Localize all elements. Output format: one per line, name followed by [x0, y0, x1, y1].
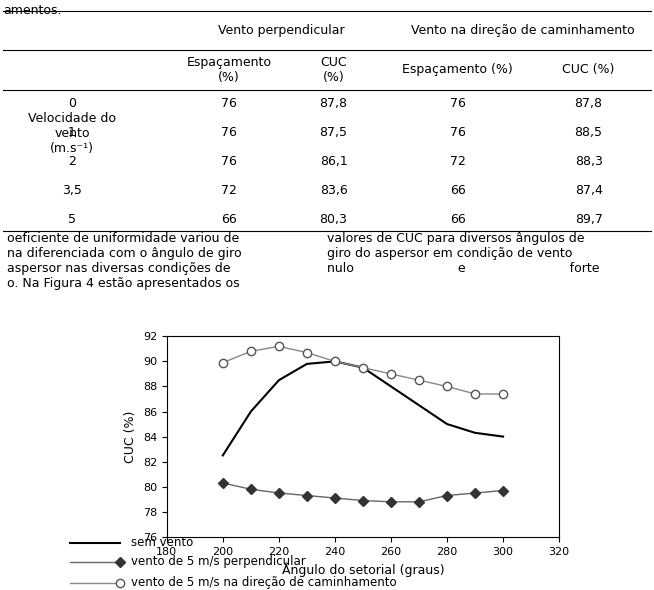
Text: oeficiente de uniformidade variou de
na diferenciada com o ângulo de giro
aspers: oeficiente de uniformidade variou de na …: [7, 232, 241, 290]
Text: 87,8: 87,8: [575, 97, 602, 110]
Text: 72: 72: [221, 184, 237, 197]
X-axis label: Ângulo do setorial (graus): Ângulo do setorial (graus): [282, 562, 444, 576]
Text: 76: 76: [221, 126, 237, 139]
Text: 88,5: 88,5: [575, 126, 602, 139]
Text: 3,5: 3,5: [62, 184, 82, 197]
Text: 66: 66: [450, 184, 466, 197]
Text: Velocidade do
vento
(m.s⁻¹): Velocidade do vento (m.s⁻¹): [28, 112, 116, 155]
Text: CUC (%): CUC (%): [562, 63, 615, 76]
Text: 76: 76: [221, 97, 237, 110]
Text: 88,3: 88,3: [575, 155, 602, 168]
Text: vento de 5 m/s perpendicular: vento de 5 m/s perpendicular: [131, 555, 306, 568]
Text: 76: 76: [450, 97, 466, 110]
Text: 72: 72: [450, 155, 466, 168]
Text: 76: 76: [450, 126, 466, 139]
Y-axis label: CUC (%): CUC (%): [124, 411, 137, 463]
Text: 2: 2: [68, 155, 76, 168]
Text: Espaçamento
(%): Espaçamento (%): [186, 55, 271, 84]
Text: 86,1: 86,1: [320, 155, 347, 168]
Text: 87,8: 87,8: [320, 97, 347, 110]
Text: 87,4: 87,4: [575, 184, 602, 197]
Text: 76: 76: [221, 155, 237, 168]
Text: 66: 66: [450, 213, 466, 226]
Text: 87,5: 87,5: [320, 126, 347, 139]
Text: 66: 66: [221, 213, 237, 226]
Text: 83,6: 83,6: [320, 184, 347, 197]
Text: Espaçamento (%): Espaçamento (%): [402, 63, 513, 76]
Text: 80,3: 80,3: [320, 213, 347, 226]
Text: Vento perpendicular: Vento perpendicular: [218, 24, 345, 37]
Text: 0: 0: [68, 97, 76, 110]
Text: 1: 1: [68, 126, 76, 139]
Text: Vento na direção de caminhamento: Vento na direção de caminhamento: [411, 24, 635, 37]
Text: valores de CUC para diversos ângulos de
giro do aspersor em condição de vento
nu: valores de CUC para diversos ângulos de …: [327, 232, 600, 275]
Text: amentos.: amentos.: [3, 4, 61, 17]
Text: vento de 5 m/s na direção de caminhamento: vento de 5 m/s na direção de caminhament…: [131, 576, 397, 589]
Text: CUC
(%): CUC (%): [320, 55, 347, 84]
Text: sem vento: sem vento: [131, 536, 194, 549]
Text: 5: 5: [68, 213, 76, 226]
Text: 89,7: 89,7: [575, 213, 602, 226]
